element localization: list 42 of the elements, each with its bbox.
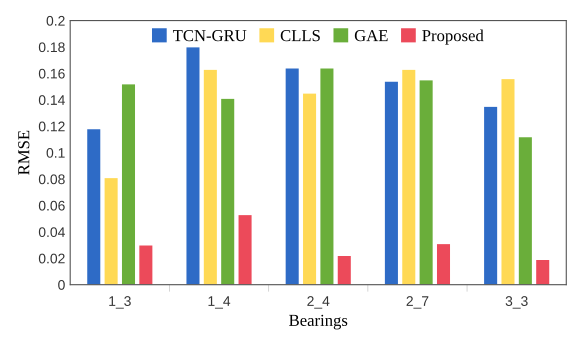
legend-label: TCN-GRU [172,30,246,42]
bar [202,69,218,285]
bar [418,80,434,285]
bar [336,255,352,285]
legend-label: Proposed [422,30,484,45]
bar [436,243,451,285]
y-tick-label: 0.18 [38,42,65,52]
y-tick-label: 0 [58,280,65,290]
y-axis-title: RMSE [18,130,30,175]
bar [384,80,399,285]
bar [86,128,102,285]
bar [104,177,118,285]
y-tick-label: 0.16 [38,68,65,79]
bar [138,244,154,285]
y-tick-label: 0.08 [38,174,65,184]
legend-label: GAE [354,30,388,42]
bar [284,68,300,285]
bar [518,136,533,285]
bar [121,84,136,285]
y-tick-label: 0.12 [38,122,65,132]
y-tick-label: 0.14 [38,95,65,105]
bar [302,92,317,285]
x-axis-title: Bearings [289,314,348,330]
legend-label: CLLS [280,30,320,42]
y-tick-label: 0.04 [38,227,65,238]
x-tick-label: 3_3 [506,296,528,309]
y-tick-label: 0.1 [46,148,65,158]
y-tick-label: 0.2 [46,16,65,26]
y-tick-label: 0.02 [38,254,65,264]
bar [320,68,334,285]
x-tick-label: 2_7 [406,296,428,309]
x-tick-label: 1_3 [109,296,131,309]
x-tick-label: 1_4 [208,296,230,309]
y-tick-label: 0.06 [38,200,65,211]
bar [483,106,498,285]
bar [186,46,200,285]
bar [238,214,252,285]
bar [535,259,550,285]
bar [500,78,516,285]
bar [401,69,416,285]
bar [220,98,236,285]
x-tick-label: 2_4 [307,296,330,309]
